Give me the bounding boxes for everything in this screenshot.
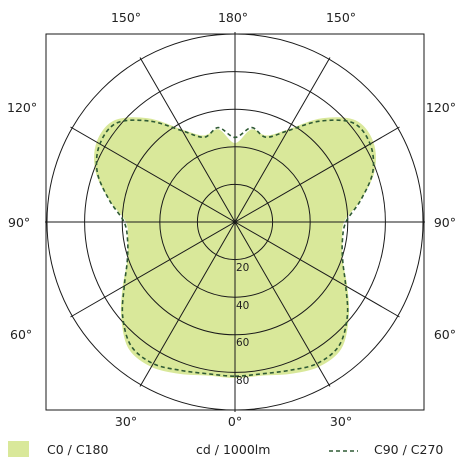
angle-label-30-left: 30° <box>115 414 137 429</box>
angle-label-120-left: 120° <box>7 100 37 115</box>
angle-label-150-right: 150° <box>326 10 356 25</box>
unit-label: cd / 1000lm <box>196 442 270 457</box>
ring-label-20: 20 <box>236 262 249 274</box>
angle-label-60-left: 60° <box>10 327 32 342</box>
angle-label-120-right: 120° <box>426 100 456 115</box>
legend-swatch-c0-c180 <box>8 441 29 457</box>
ring-label-40: 40 <box>236 300 249 312</box>
legend-label-c0-c180: C0 / C180 <box>47 442 108 457</box>
angle-label-30-right: 30° <box>330 414 352 429</box>
c90-c270-curve <box>95 119 375 377</box>
angle-label-90-left: 90° <box>8 215 30 230</box>
angle-label-180: 180° <box>218 10 248 25</box>
ring-label-80: 80 <box>236 375 249 387</box>
angle-label-60-right: 60° <box>434 327 456 342</box>
grid-spoke-150 <box>139 57 331 387</box>
angle-label-0: 0° <box>228 414 242 429</box>
c90-c270-dashed-layer <box>95 119 375 377</box>
ring-label-60: 60 <box>236 337 249 349</box>
angle-label-90-right: 90° <box>434 215 456 230</box>
legend-label-c90-c270: C90 / C270 <box>374 442 443 457</box>
polar-grid <box>45 32 425 412</box>
angle-label-150-left: 150° <box>111 10 141 25</box>
